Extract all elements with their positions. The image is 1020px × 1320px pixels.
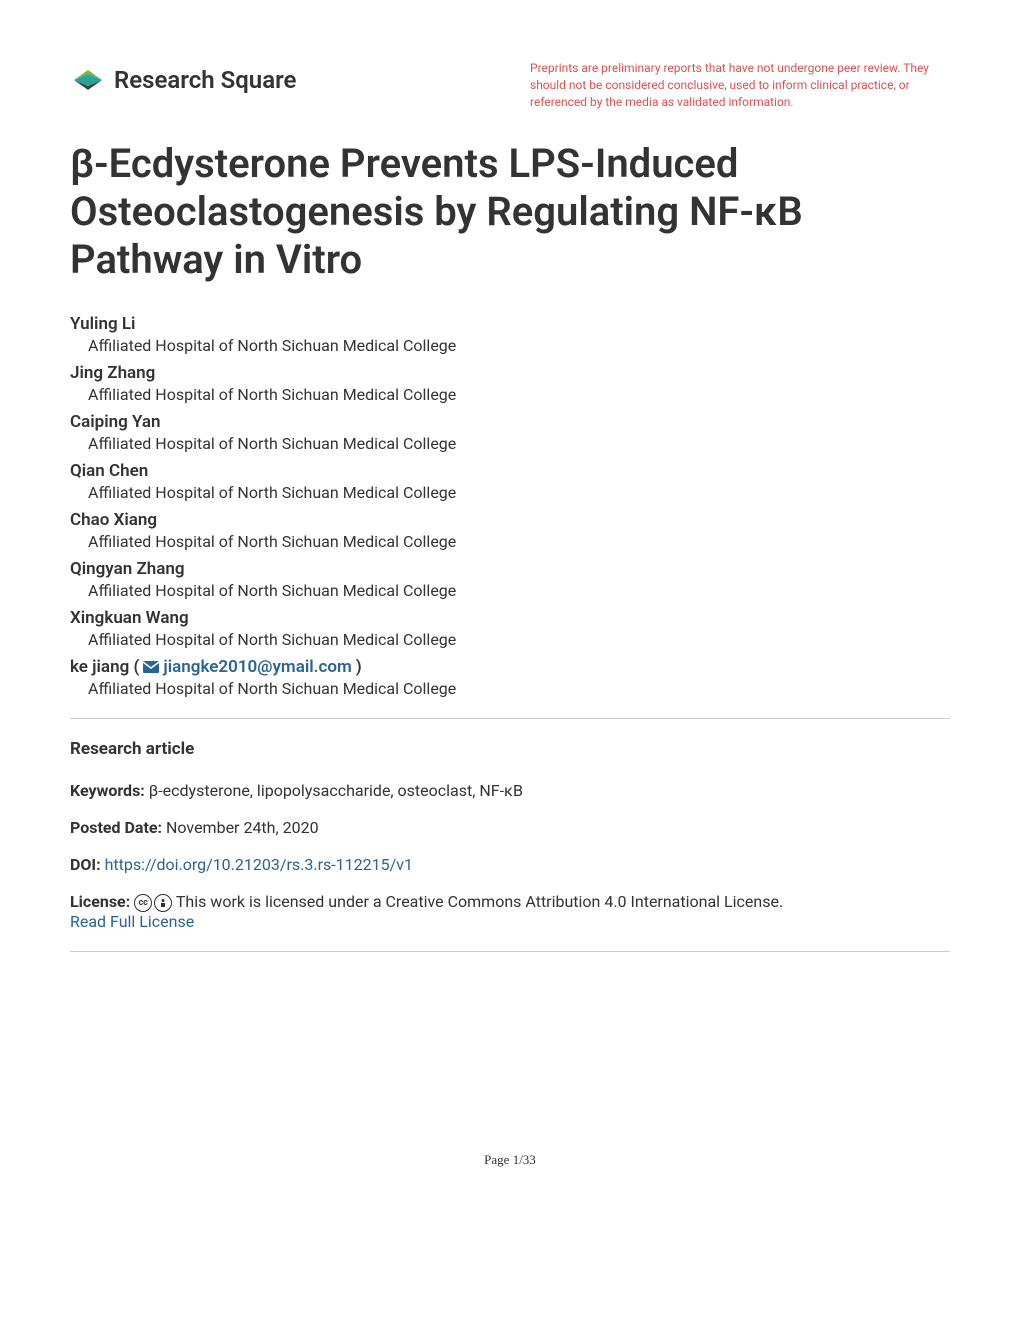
doi-link[interactable]: https://doi.org/10.21203/rs.3.rs-112215/…: [105, 855, 413, 874]
article-title: β-Ecdysterone Prevents LPS-Induced Osteo…: [70, 140, 950, 284]
logo: Research Square: [70, 60, 296, 100]
author-affiliation: Affiliated Hospital of North Sichuan Med…: [70, 581, 950, 600]
keywords-label: Keywords:: [70, 781, 145, 800]
author: Yuling Li Affiliated Hospital of North S…: [70, 314, 950, 355]
corresponding-marker: ( jiangke2010@ymail.com ): [133, 657, 361, 677]
logo-icon: [70, 60, 106, 100]
doi-section: DOI: https://doi.org/10.21203/rs.3.rs-11…: [70, 855, 950, 874]
keywords-section: Keywords: β-ecdysterone, lipopolysacchar…: [70, 781, 950, 800]
posted-date-value: November 24th, 2020: [166, 818, 319, 837]
cc-icons: cc: [134, 894, 172, 912]
author-affiliation: Affiliated Hospital of North Sichuan Med…: [70, 532, 950, 551]
author-affiliation: Affiliated Hospital of North Sichuan Med…: [70, 630, 950, 649]
author-affiliation: Affiliated Hospital of North Sichuan Med…: [70, 336, 950, 355]
author: Xingkuan Wang Affiliated Hospital of Nor…: [70, 608, 950, 649]
author: Qingyan Zhang Affiliated Hospital of Nor…: [70, 559, 950, 600]
keywords-value: β-ecdysterone, lipopolysaccharide, osteo…: [149, 781, 523, 800]
author-name: Qingyan Zhang: [70, 559, 950, 579]
author-list: Yuling Li Affiliated Hospital of North S…: [70, 314, 950, 698]
author: Jing Zhang Affiliated Hospital of North …: [70, 363, 950, 404]
author: Chao Xiang Affiliated Hospital of North …: [70, 510, 950, 551]
license-label: License:: [70, 892, 130, 911]
page-number: Page 1/33: [70, 1152, 950, 1168]
license-text: This work is licensed under a Creative C…: [176, 892, 783, 911]
logo-text: Research Square: [114, 66, 296, 94]
author-name: Yuling Li: [70, 314, 950, 334]
article-type: Research article: [70, 739, 950, 759]
corresponding-author: ke jiang ( jiangke2010@ymail.com ) Affil…: [70, 657, 950, 698]
author-name: Qian Chen: [70, 461, 950, 481]
author-name: ke jiang ( jiangke2010@ymail.com ): [70, 657, 950, 677]
cc-icon: cc: [134, 894, 152, 912]
posted-date-section: Posted Date: November 24th, 2020: [70, 818, 950, 837]
preprint-disclaimer: Preprints are preliminary reports that h…: [530, 60, 950, 110]
author-affiliation: Affiliated Hospital of North Sichuan Med…: [70, 679, 950, 698]
author: Caiping Yan Affiliated Hospital of North…: [70, 412, 950, 453]
author-name: Caiping Yan: [70, 412, 950, 432]
doi-label: DOI:: [70, 855, 101, 874]
license-section: License: cc This work is licensed under …: [70, 892, 950, 931]
author-name: Chao Xiang: [70, 510, 950, 530]
page-header: Research Square Preprints are preliminar…: [70, 60, 950, 110]
author-affiliation: Affiliated Hospital of North Sichuan Med…: [70, 483, 950, 502]
author-affiliation: Affiliated Hospital of North Sichuan Med…: [70, 385, 950, 404]
section-divider: [70, 951, 950, 952]
author-name: Jing Zhang: [70, 363, 950, 383]
posted-date-label: Posted Date:: [70, 818, 162, 837]
license-link[interactable]: Read Full License: [70, 912, 194, 931]
email-icon: [143, 661, 159, 673]
author-name: Xingkuan Wang: [70, 608, 950, 628]
by-icon: [154, 894, 172, 912]
section-divider: [70, 718, 950, 719]
author-name-text: ke jiang: [70, 657, 129, 677]
author: Qian Chen Affiliated Hospital of North S…: [70, 461, 950, 502]
author-affiliation: Affiliated Hospital of North Sichuan Med…: [70, 434, 950, 453]
author-email-link[interactable]: jiangke2010@ymail.com: [163, 657, 351, 677]
